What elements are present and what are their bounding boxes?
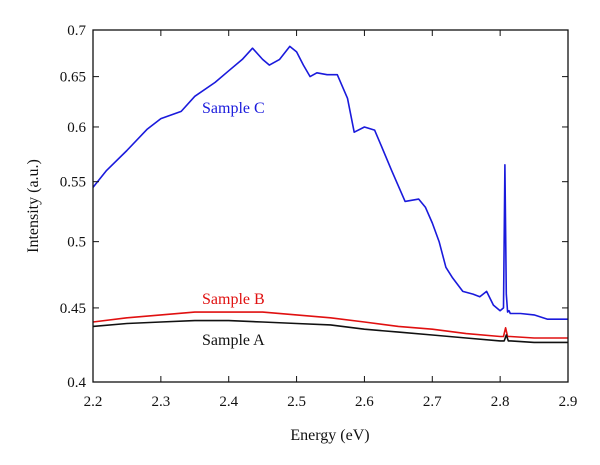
y-tick-label: 0.6 (67, 120, 86, 136)
axis-ticks: 2.2 2.3 2.4 2.5 2.6 2.7 2.8 2.9 0.4 0.45 0.5 0.55 0.… (60, 23, 578, 410)
x-tick-label: 2.6 (355, 394, 374, 410)
x-tick-label: 2.2 (84, 394, 103, 410)
y-tick-label: 0.7 (67, 23, 86, 39)
series-line-sample-a (92, 319, 568, 344)
series-line-sample-c (92, 45, 568, 321)
y-tick-label: 0.5 (67, 235, 86, 251)
y-axis-title: Intensity (a.u.) (25, 159, 42, 253)
series-label-sample-a: Sample A (202, 332, 265, 349)
y-tick-label: 0.4 (67, 375, 86, 391)
x-tick-label: 2.9 (559, 394, 578, 410)
x-tick-label: 2.4 (219, 394, 238, 410)
series-label-sample-b: Sample B (202, 291, 265, 308)
x-tick-label: 2.8 (491, 394, 510, 410)
x-axis-title: Energy (eV) (290, 427, 369, 444)
plot-frame (92, 29, 569, 383)
x-tick-label: 2.3 (151, 394, 170, 410)
y-tick-label: 0.45 (60, 301, 86, 317)
y-tick-label: 0.55 (60, 175, 86, 191)
x-tick-label: 2.7 (423, 394, 442, 410)
plot-area (92, 45, 568, 344)
series-label-sample-c: Sample C (202, 100, 265, 117)
x-tick-label: 2.5 (287, 394, 306, 410)
y-tick-label: 0.65 (60, 70, 86, 86)
